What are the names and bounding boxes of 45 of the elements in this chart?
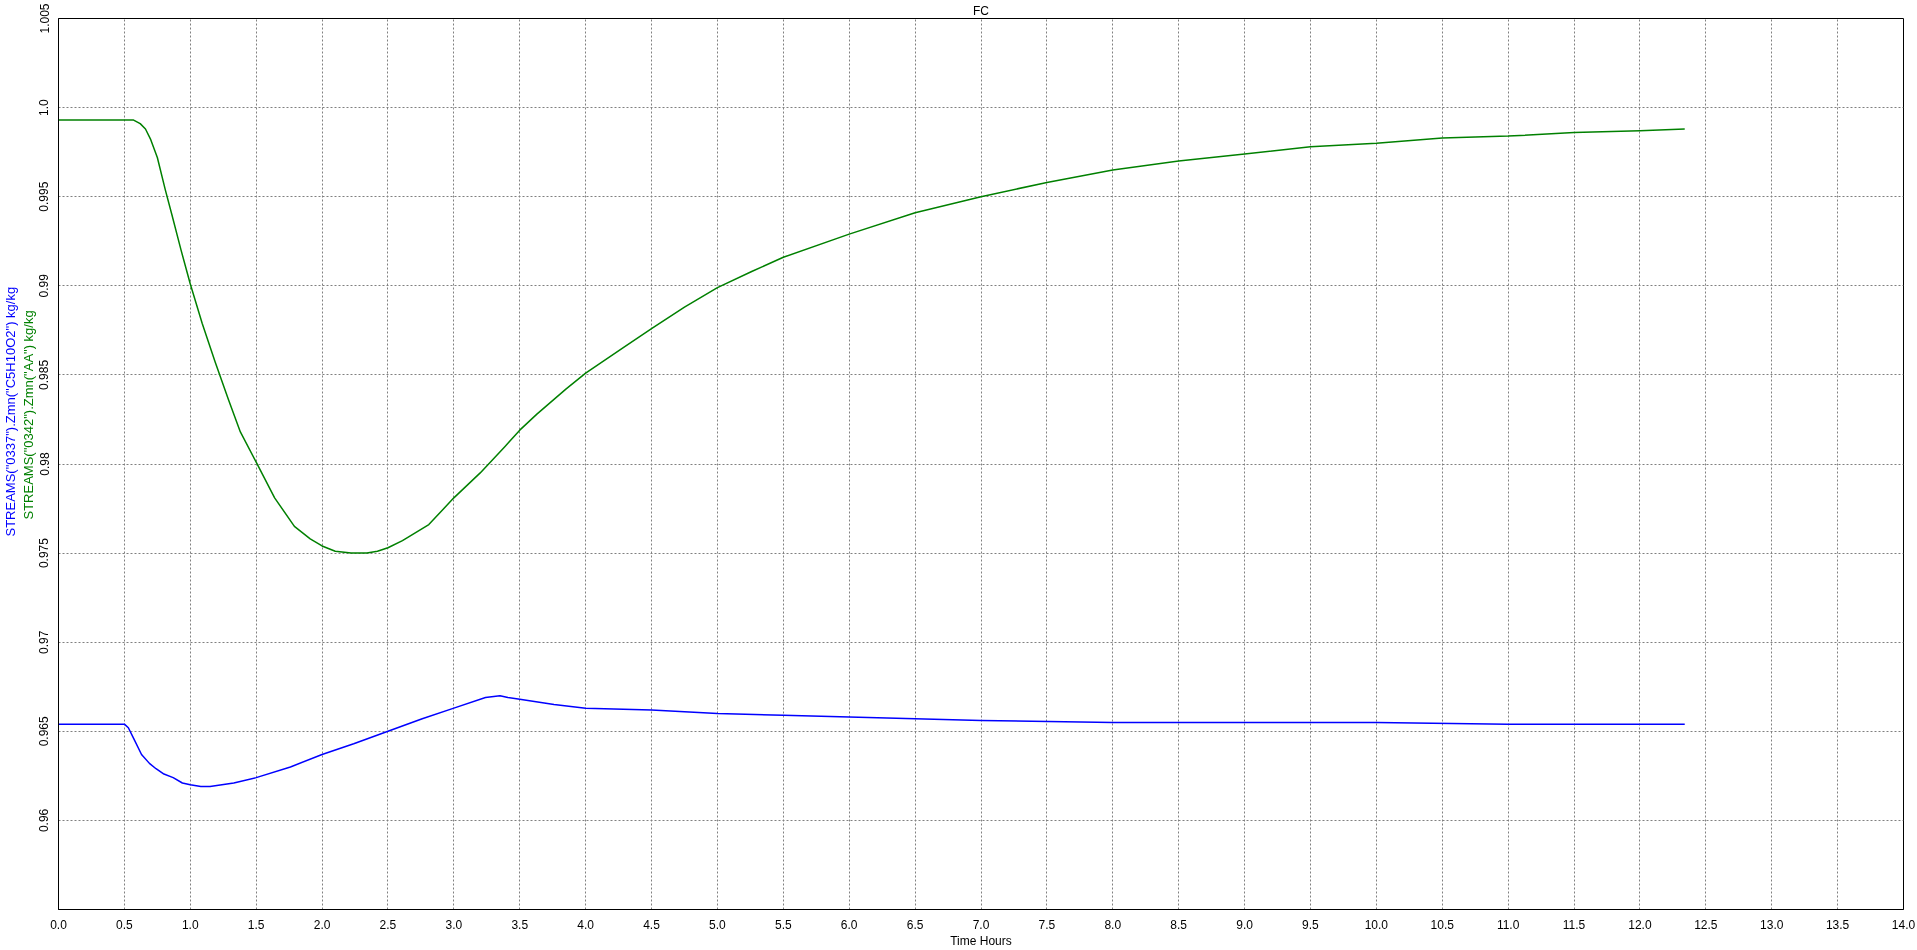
x-tick-label: 0.0 [50, 917, 68, 932]
x-axis-title: Time Hours [950, 933, 1012, 948]
y-tick-label: 0.98 [37, 452, 52, 476]
x-tick-label: 11.5 [1562, 917, 1586, 932]
x-tick-label: 7.0 [972, 917, 990, 932]
x-tick-label: 6.0 [840, 917, 858, 932]
x-tick-label: 8.5 [1170, 917, 1188, 932]
line-series [58, 694, 1686, 788]
y-tick-label: 0.965 [37, 715, 52, 747]
x-tick-label: 4.0 [577, 917, 595, 932]
text: STREAMS("0342").Zmn("AA") kg/kg [21, 310, 36, 520]
y-tick-label: 0.96 [37, 808, 52, 833]
x-tick-label: 10.0 [1364, 917, 1389, 932]
x-tick-label: 8.0 [1104, 917, 1122, 932]
x-tick-label: 6.5 [906, 917, 924, 932]
x-tick-label: 10.5 [1430, 917, 1455, 932]
x-tick-label: 1.5 [247, 917, 265, 932]
x-tick-label: 1.0 [181, 917, 199, 932]
x-tick-label: 12.5 [1694, 917, 1718, 932]
y-tick-label: 0.97 [37, 630, 52, 654]
x-tick-label: 11.0 [1496, 917, 1520, 932]
x-tick-label: 13.5 [1825, 917, 1850, 932]
line-series [58, 119, 1686, 554]
x-tick-label: 2.5 [379, 917, 397, 932]
y-tick-label: 0.985 [37, 359, 52, 390]
x-tick-label: 7.5 [1038, 917, 1056, 932]
x-tick-label: 2.0 [313, 917, 331, 932]
x-tick-label: 3.0 [445, 917, 463, 932]
x-tick-label: 5.0 [709, 917, 727, 932]
chart-title: FC [973, 3, 990, 18]
y-tick-label: 0.975 [37, 537, 52, 569]
x-tick-label: 0.5 [116, 917, 134, 932]
x-tick-label: 4.5 [643, 917, 661, 932]
y-tick-label: 0.99 [37, 273, 52, 298]
y-tick-label: 1.0 [37, 98, 52, 116]
x-tick-label: 9.5 [1302, 917, 1320, 932]
x-tick-label: 9.0 [1236, 917, 1254, 932]
text: STREAMS("0337").Zmn("C5H10O2") kg/kg [3, 286, 18, 537]
y-tick-label: 1.005 [37, 3, 52, 34]
y-tick-label: 0.995 [37, 181, 52, 212]
x-tick-label: 5.5 [774, 917, 792, 932]
x-tick-label: 3.5 [511, 917, 529, 932]
x-tick-label: 14.0 [1891, 917, 1916, 932]
x-tick-label: 12.0 [1628, 917, 1652, 932]
x-tick-label: 13.0 [1760, 917, 1784, 932]
